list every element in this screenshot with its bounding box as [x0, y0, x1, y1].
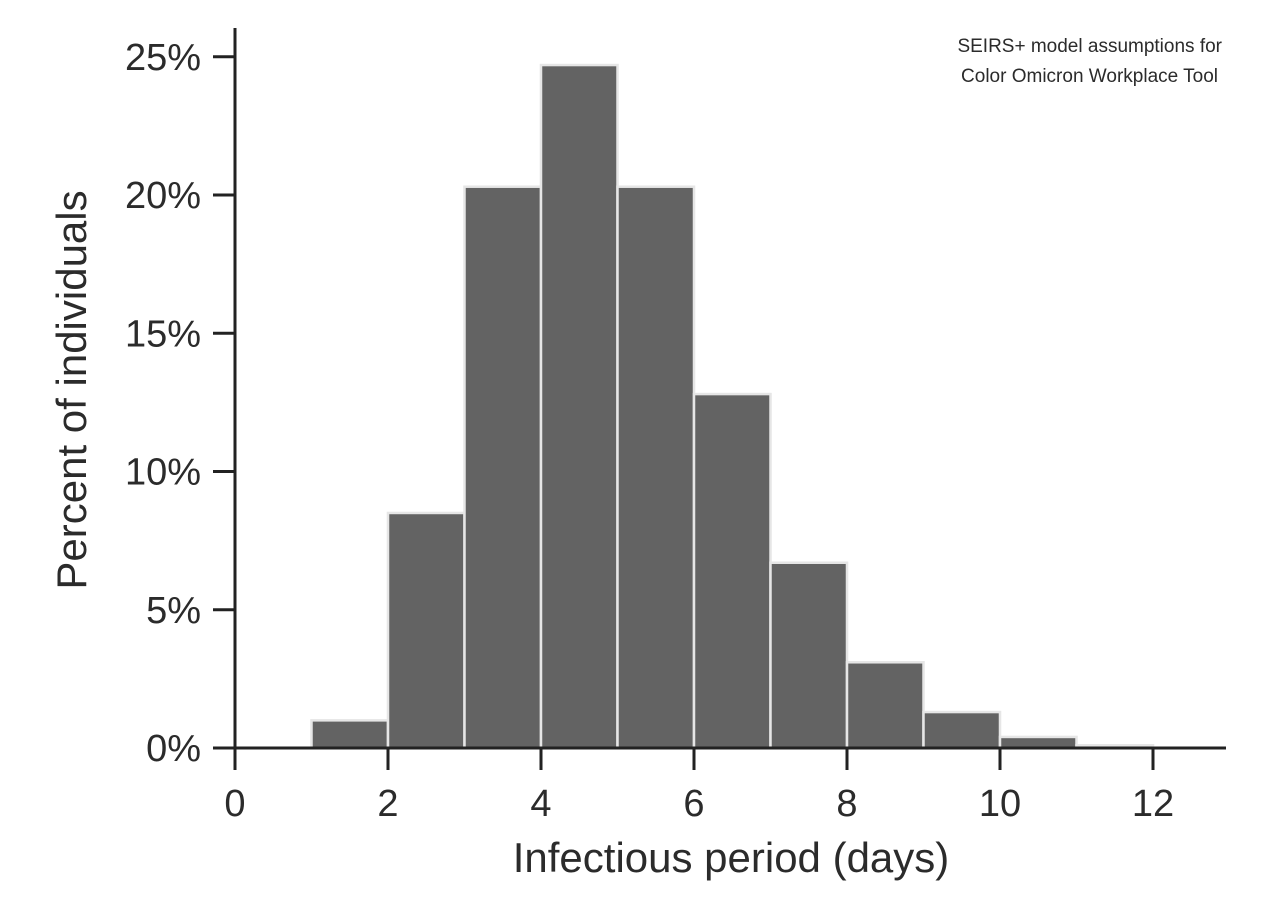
histogram-bar-7: [769, 561, 849, 750]
histogram-bar-9: [922, 710, 1002, 750]
y-tick-label-25: 25%: [125, 37, 201, 79]
histogram-bar-10: [998, 735, 1078, 750]
annotation-line-1: SEIRS+ model assumptions for: [957, 36, 1222, 57]
histogram-bar-5: [616, 185, 696, 750]
x-tick-label-10: 10: [979, 783, 1021, 825]
histogram-bar-4: [539, 63, 619, 750]
x-tick-label-8: 8: [836, 783, 857, 825]
y-axis-label: Percent of individuals: [48, 190, 95, 589]
bars-group: [310, 63, 1155, 750]
y-tick-label-20: 20%: [125, 175, 201, 217]
ticks-group: 0 2 4 6 8 10 12 0% 5% 10% 15% 20% 25%: [125, 37, 1174, 825]
histogram-bar-2: [386, 511, 466, 750]
histogram-bar-3: [463, 185, 543, 750]
axes-group: [233, 28, 1226, 750]
annotation-line-2: Color Omicron Workplace Tool: [961, 66, 1218, 87]
y-tick-label-0: 0%: [146, 728, 201, 770]
x-tick-label-0: 0: [224, 783, 245, 825]
x-tick-label-2: 2: [377, 783, 398, 825]
histogram-bar-1: [310, 719, 390, 750]
histogram-bar-8: [845, 661, 925, 750]
y-tick-label-5: 5%: [146, 590, 201, 632]
x-axis-label: Infectious period (days): [513, 834, 950, 881]
histogram-bar-6: [692, 392, 772, 750]
x-tick-label-6: 6: [683, 783, 704, 825]
x-tick-label-4: 4: [530, 783, 551, 825]
y-tick-label-10: 10%: [125, 452, 201, 494]
y-tick-label-15: 15%: [125, 313, 201, 355]
x-tick-label-12: 12: [1132, 783, 1174, 825]
